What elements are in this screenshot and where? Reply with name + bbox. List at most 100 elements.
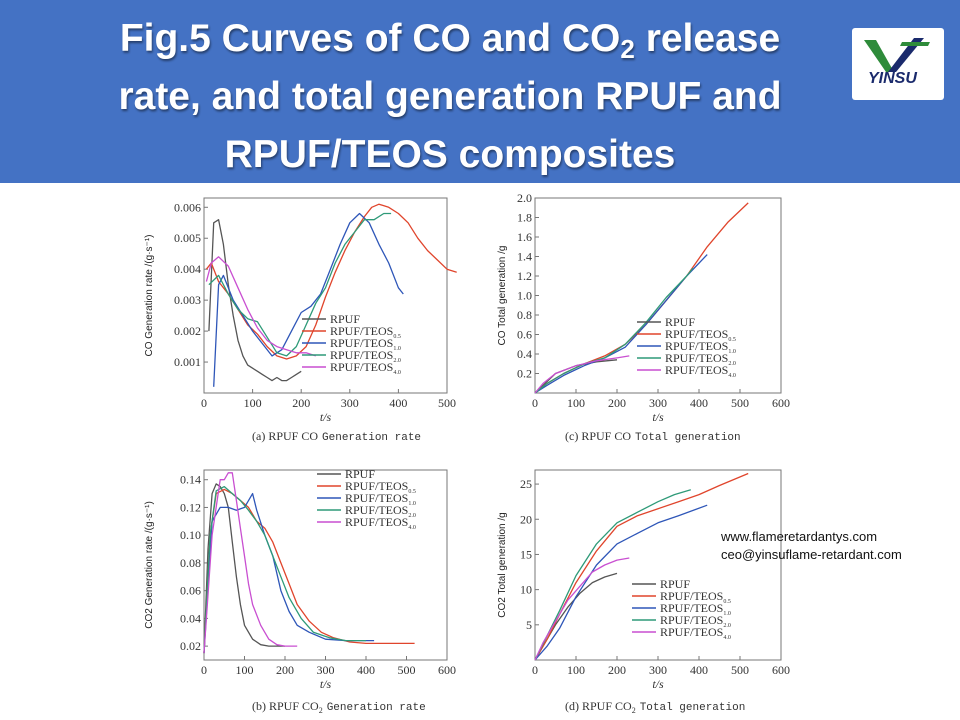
- chart-a-ytick-label: 0.003: [174, 293, 201, 307]
- chart-d-legend-label: RPUF/TEOS0.5: [660, 589, 731, 605]
- chart-a-series-rpuf: [208, 219, 302, 382]
- chart-c-xlabel: t/s: [652, 410, 664, 424]
- chart-b-legend-sub: 2.0: [408, 513, 416, 519]
- chart-d-xtick-label: 300: [649, 663, 667, 677]
- chart-c-ytick-label: 0.6: [517, 328, 532, 342]
- header-banner: [0, 0, 960, 183]
- chart-a-ytick-label: 0.006: [174, 200, 201, 214]
- chart-b-xtick-label: 0: [201, 663, 207, 677]
- chart-co-rate: 0 100 200 300 400 500 0.001 0.002 0.003 0.004 0.00…: [144, 197, 457, 444]
- chart-d-legend-sub: 4.0: [723, 635, 731, 641]
- chart-d-legend-sub: 0.5: [723, 599, 731, 605]
- chart-d-xtick-label: 0: [532, 663, 538, 677]
- chart-c-legend-sub: 0.5: [728, 337, 736, 343]
- chart-a-xlabel: t/s: [320, 410, 332, 424]
- chart-d-legend-label: RPUF/TEOS2.0: [660, 613, 731, 629]
- chart-c-series-teos4-0: [534, 355, 630, 394]
- chart-d-caption-rest: Total generation: [640, 702, 746, 714]
- chart-co-total: 0 100 200 300 400 500 600 0.2 0.4 0.6 0.8 1.0 1.2 1.4…: [497, 191, 790, 444]
- title-line-3: RPUF/TEOS composites: [224, 133, 676, 176]
- chart-c-ytick-label: 1.2: [517, 269, 532, 283]
- chart-c-legend-label: RPUF: [665, 315, 695, 329]
- chart-a-legend-sub: 1.0: [393, 346, 401, 352]
- chart-c-xtick-label: 400: [690, 396, 708, 410]
- chart-d-series-teos2-0: [534, 489, 691, 661]
- title-subscript: 2: [620, 34, 635, 64]
- chart-d-series-teos1-0: [534, 504, 708, 661]
- chart-c-legend-sub: 4.0: [728, 373, 736, 379]
- chart-b-xtick-label: 500: [398, 663, 416, 677]
- chart-d-xtick-label: 200: [608, 663, 626, 677]
- chart-c-xtick-label: 100: [567, 396, 585, 410]
- chart-c-caption: (c) RPUF CO Total generation: [565, 429, 741, 444]
- chart-a-series-teos4-0: [205, 256, 316, 357]
- chart-b-ytick-label: 0.02: [180, 639, 201, 653]
- chart-d-caption-sub: 2: [632, 706, 636, 715]
- chart-b-xtick-label: 400: [357, 663, 375, 677]
- chart-a-xtick-label: 0: [201, 396, 207, 410]
- contact-info: www.flameretardantys.com ceo@yinsuflame-…: [721, 528, 902, 564]
- chart-a-legend-label: RPUF/TEOS1.0: [330, 336, 401, 352]
- chart-d-caption: (d) RPUF CO2 Total generation: [565, 699, 745, 715]
- chart-b-legend-label: RPUF/TEOS2.0: [345, 503, 416, 519]
- chart-b-ytick-label: 0.06: [180, 584, 201, 598]
- chart-b-ytick-label: 0.10: [180, 528, 201, 542]
- chart-d-xtick-label: 500: [731, 663, 749, 677]
- chart-c-series-rpuf: [534, 359, 618, 394]
- chart-a-legend-sub: 4.0: [393, 370, 401, 376]
- chart-d-series-rpuf: [534, 572, 618, 661]
- chart-d-xtick-label: 100: [567, 663, 585, 677]
- chart-a-xtick-label: 400: [389, 396, 407, 410]
- chart-a-caption-rest: Generation rate: [322, 432, 421, 444]
- chart-d-ylabel: CO2 Total generation /g: [497, 512, 508, 617]
- title-line-1-a: Fig.5 Curves of CO and CO: [119, 17, 621, 60]
- chart-d-ytick-label: 15: [520, 547, 532, 561]
- email-link[interactable]: ceo@yinsuflame-retardant.com: [721, 547, 902, 562]
- chart-b-caption: (b) RPUF CO2 Generation rate: [252, 699, 426, 715]
- chart-b-xtick-label: 100: [236, 663, 254, 677]
- chart-c-ylabel: CO Total generation /g: [497, 246, 508, 346]
- chart-c-ytick-label: 2.0: [517, 191, 532, 205]
- chart-c-legend-label: RPUF/TEOS0.5: [665, 327, 736, 343]
- chart-c-legend-label: RPUF/TEOS4.0: [665, 363, 736, 379]
- chart-c-legend-label: RPUF/TEOS1.0: [665, 339, 736, 355]
- chart-a-xtick-label: 300: [341, 396, 359, 410]
- chart-b-ytick-label: 0.12: [180, 500, 201, 514]
- chart-c-xtick-label: 300: [649, 396, 667, 410]
- chart-a-caption: (a) RPUF CO Generation rate: [252, 429, 421, 444]
- chart-a-ytick-label: 0.002: [174, 324, 201, 338]
- chart-c-xtick-label: 500: [731, 396, 749, 410]
- chart-c-ytick-label: 1.4: [517, 250, 532, 264]
- chart-c-xtick-label: 200: [608, 396, 626, 410]
- chart-c-frame: [534, 197, 782, 394]
- logo-text: YINSU: [868, 70, 917, 87]
- chart-b-series-teos4-0: [203, 472, 298, 654]
- chart-b-legend-label: RPUF: [345, 467, 375, 481]
- chart-b-xtick-label: 600: [438, 663, 456, 677]
- chart-b-legend-sub: 4.0: [408, 525, 416, 531]
- chart-a-series-teos1-0: [213, 212, 404, 387]
- chart-c-series-teos1-0: [534, 254, 708, 394]
- chart-c-ytick-label: 0.2: [517, 367, 532, 381]
- chart-d-ytick-label: 5: [526, 618, 532, 632]
- chart-c-legend-label: RPUF/TEOS2.0: [665, 351, 736, 367]
- chart-d-ytick-label: 20: [520, 512, 532, 526]
- chart-a-legend-label: RPUF/TEOS4.0: [330, 360, 401, 376]
- chart-co2-total: 0 100 200 300 400 500 600 5 10 15 20 25 t/s CO2 Total…: [497, 469, 790, 715]
- yinsu-logo-icon: [864, 38, 930, 72]
- chart-d-xlabel: t/s: [652, 677, 664, 691]
- chart-c-legend-sub: 1.0: [728, 349, 736, 355]
- chart-a-ytick-label: 0.001: [174, 355, 201, 369]
- chart-c-caption-rest: Total generation: [635, 432, 741, 444]
- chart-b-ytick-label: 0.14: [180, 473, 201, 487]
- website-link[interactable]: www.flameretardantys.com: [721, 529, 878, 544]
- chart-a-xtick-label: 500: [438, 396, 456, 410]
- figure-title: Fig.5 Curves of CO and CO2 release rate,…: [0, 10, 900, 184]
- title-line-1-b: release: [634, 17, 781, 60]
- chart-d-xtick-label: 400: [690, 663, 708, 677]
- chart-a-legend-label: RPUF/TEOS0.5: [330, 324, 401, 340]
- chart-d-ytick-label: 10: [520, 583, 532, 597]
- chart-b-xtick-label: 300: [317, 663, 335, 677]
- chart-d-legend-label: RPUF/TEOS1.0: [660, 601, 731, 617]
- chart-c-xtick-label: 600: [772, 396, 790, 410]
